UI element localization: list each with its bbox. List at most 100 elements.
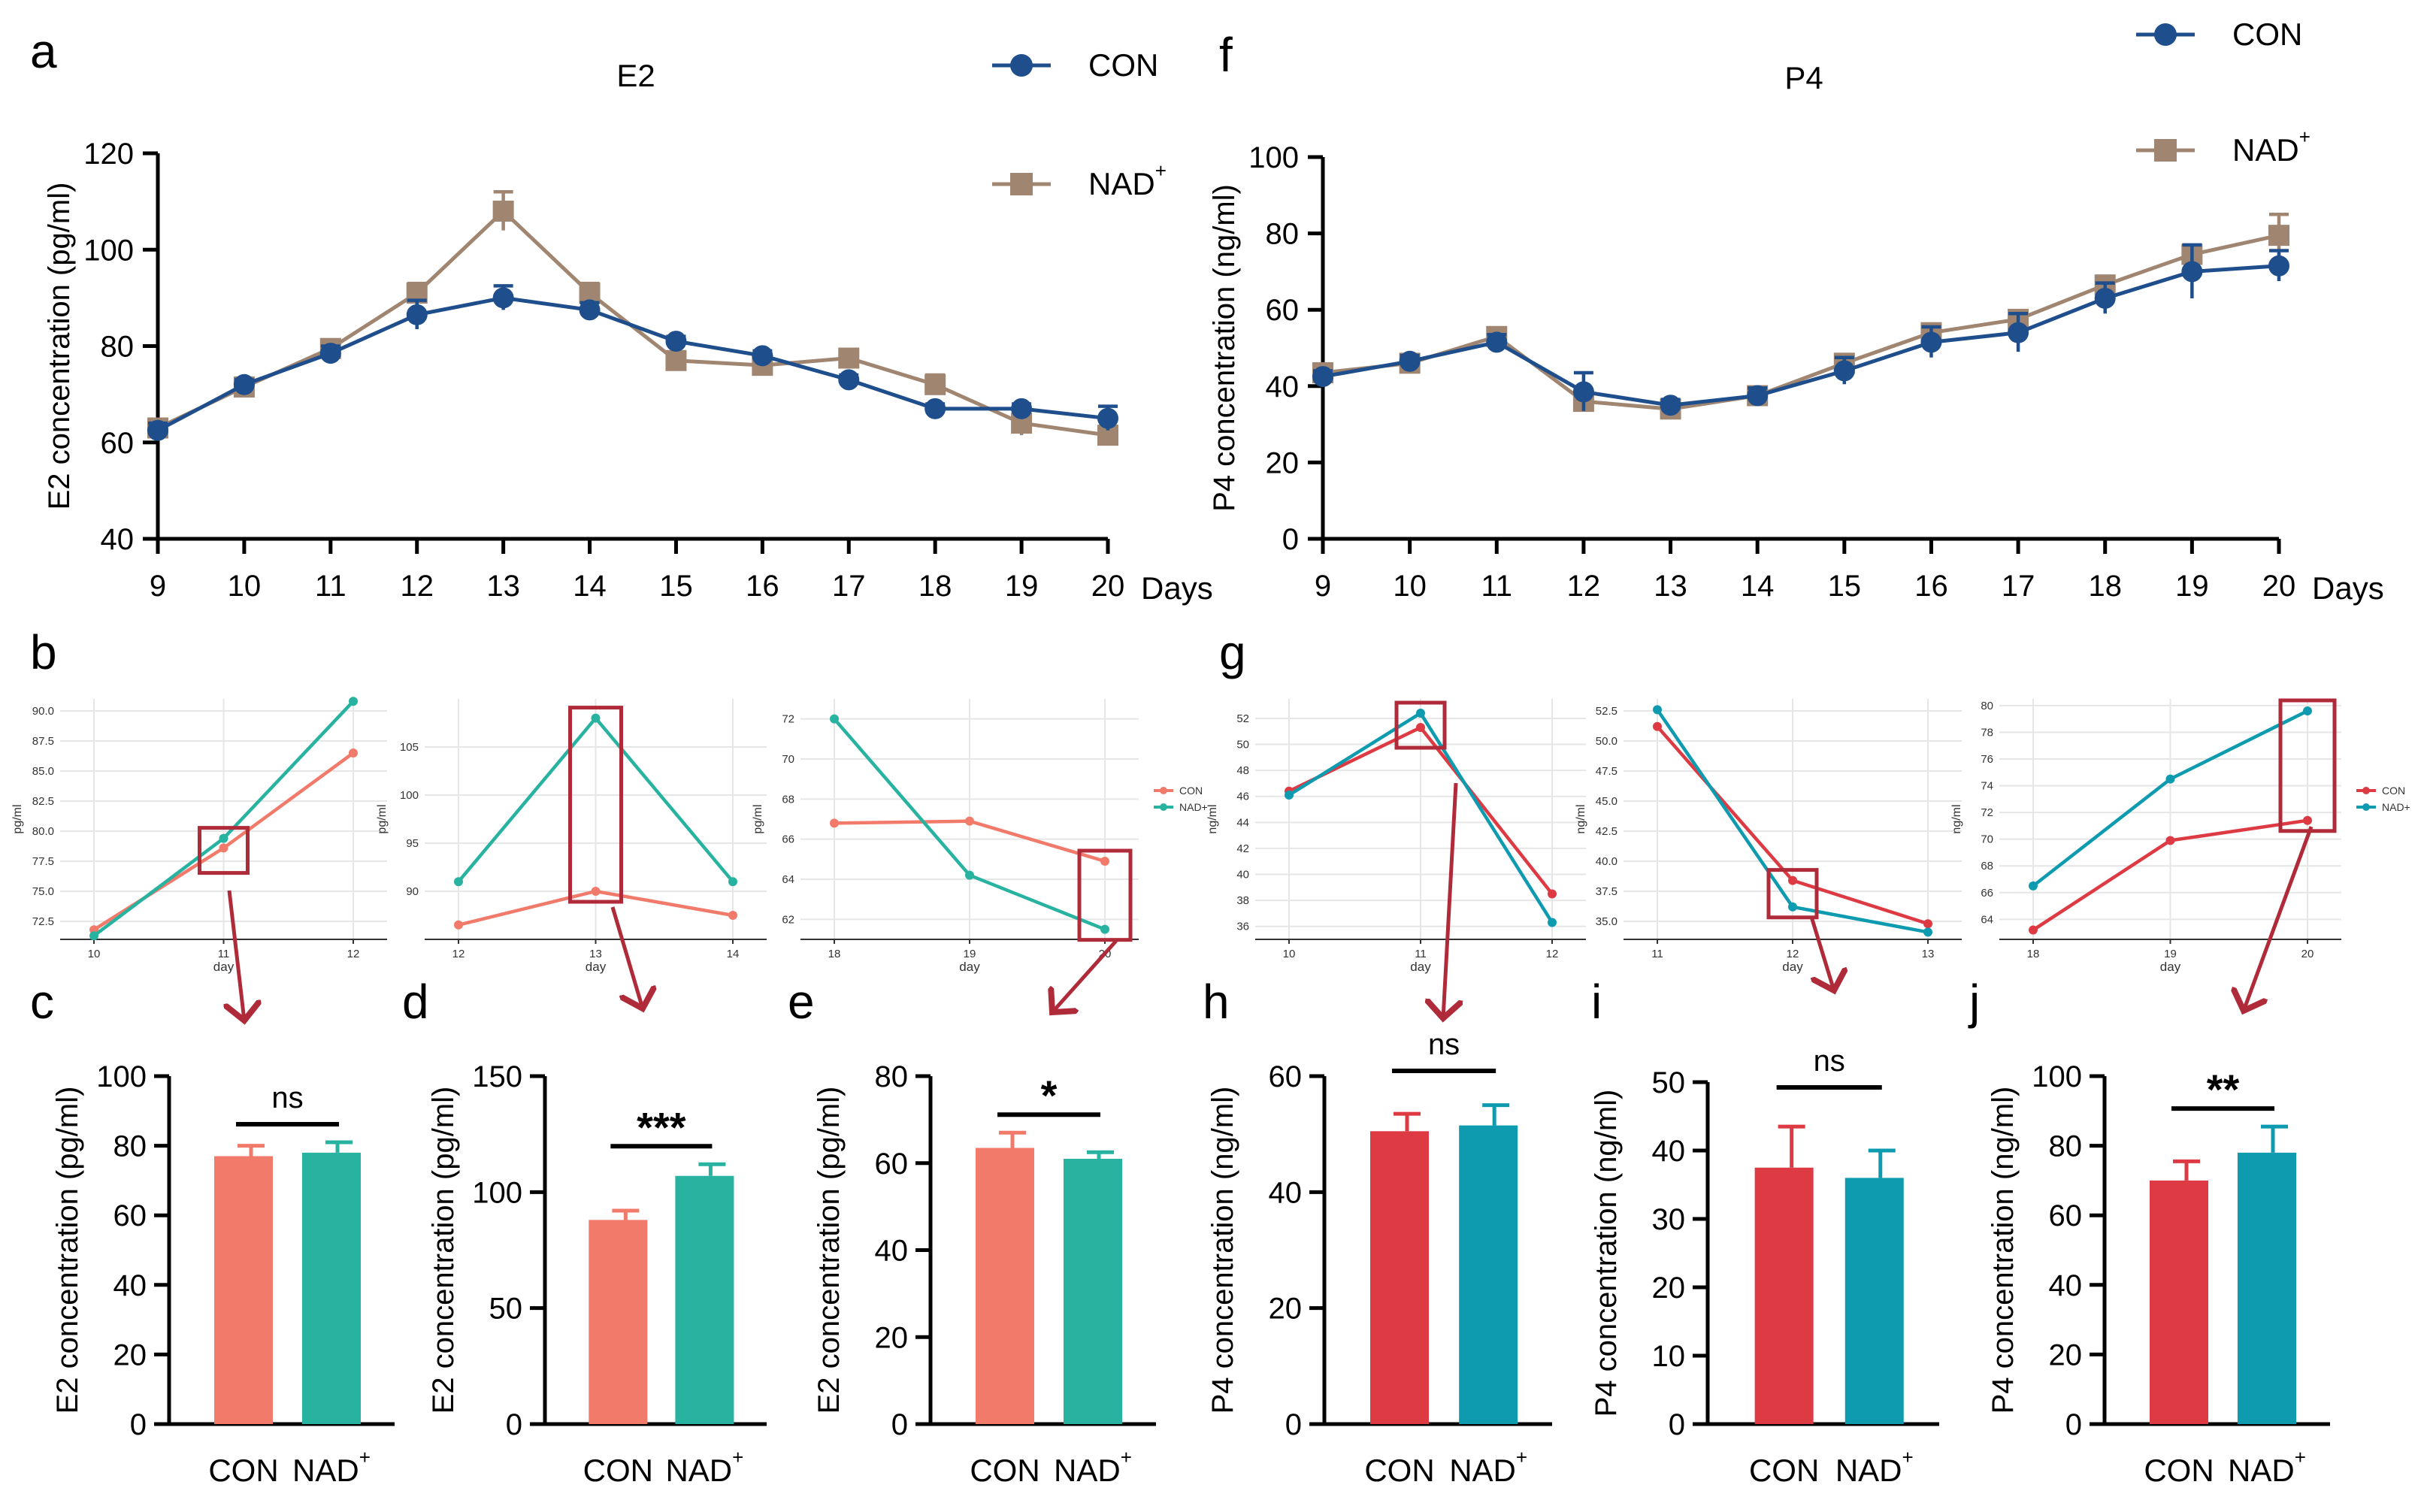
x-tick-label: 9	[1315, 570, 1331, 603]
y-tick-label: 0	[1285, 1408, 1302, 1441]
y-tick-label: 45.0	[1596, 795, 1617, 808]
panel-label-b: b	[30, 625, 57, 679]
y-axis-label: E2 concentration (pg/ml)	[51, 1087, 84, 1414]
y-tick-label: 105	[400, 741, 419, 754]
significance-label: **	[2207, 1066, 2240, 1113]
x-tick-label: 10	[1283, 948, 1296, 960]
series-line-con	[156, 295, 1109, 432]
x-tick-label: 18	[828, 948, 841, 960]
y-tick-label: 30	[1652, 1203, 1686, 1236]
superscript-plus: +	[2299, 125, 2310, 148]
superscript-plus: +	[732, 1446, 743, 1468]
data-point	[1788, 875, 1797, 885]
panel-g3: 64 66 68 70 72 74 76 78 80 18 19 20 day ng/ml CON NAD+	[1950, 698, 2410, 974]
y-tick-label: 72	[1981, 806, 1993, 819]
x-tick-label: 12	[1567, 570, 1601, 603]
y-tick-label: 40	[1266, 370, 1300, 404]
data-point-con	[1747, 385, 1769, 407]
data-point-con	[1399, 350, 1421, 372]
legend-marker-con	[1010, 54, 1033, 77]
x-tick-label: 9	[150, 570, 166, 603]
x-axis-label: day	[1782, 960, 1803, 974]
series-line-nad	[1322, 233, 2280, 411]
y-tick-label: 44	[1236, 816, 1249, 829]
y-axis-label: E2 concentration (pg/ml)	[43, 183, 76, 510]
y-tick-label: 47.5	[1596, 765, 1617, 778]
x-tick-label: 13	[1922, 948, 1935, 960]
data-point-nad	[838, 347, 860, 369]
y-tick-label: 60	[1269, 1060, 1303, 1093]
panel-label-j: j	[1968, 975, 1980, 1029]
panel-c: 0 20 40 60 80 100 E2 concentration (pg/ml) CON N…	[51, 1060, 395, 1488]
panel-g1: 36 38 40 42 44 46 48 50 52 10 11 12 day ng/ml	[1206, 699, 1586, 974]
x-tick-label: 12	[1546, 948, 1559, 960]
y-axis-label: P4 concentration (ng/ml)	[1208, 184, 1241, 512]
data-point-con	[2008, 322, 2029, 343]
connector-arrow	[1809, 916, 1834, 990]
x-axis-label: day	[959, 960, 980, 974]
y-tick-label: 62	[782, 913, 794, 926]
y-tick-label: 100	[1248, 141, 1299, 174]
data-point	[2029, 925, 2038, 935]
highlight-box	[198, 826, 250, 875]
panel-label-c: c	[30, 975, 54, 1029]
data-point-con	[1011, 398, 1033, 419]
panel-label-h: h	[1203, 975, 1230, 1029]
data-point	[1653, 721, 1662, 731]
y-tick-label: 40	[113, 1269, 147, 1302]
x-tick-label: 13	[1654, 570, 1687, 603]
superscript-plus: +	[1902, 1446, 1914, 1468]
x-tick-label: 17	[2002, 570, 2035, 603]
y-tick-label: 150	[472, 1060, 522, 1093]
y-tick-label: 0	[130, 1408, 147, 1441]
data-point-nad	[924, 373, 946, 395]
y-tick-label: 68	[782, 793, 794, 806]
y-tick-label: 70	[1981, 833, 1993, 846]
y-tick-label: 75.0	[32, 885, 54, 898]
legend-label-con: CON	[1088, 47, 1158, 83]
data-point-nad	[665, 349, 687, 371]
legend-label: NAD+	[1179, 801, 1208, 813]
data-point	[1285, 791, 1294, 800]
highlight-box	[568, 706, 623, 904]
x-tick-label: 18	[2027, 948, 2040, 960]
y-tick-label: 82.5	[32, 795, 54, 808]
y-tick-label: 80	[1981, 700, 1993, 712]
data-point	[1923, 919, 1932, 929]
x-tick-label: 10	[1393, 570, 1427, 603]
x-tick-label: 13	[486, 570, 520, 603]
bar-con	[589, 1220, 648, 1424]
data-point	[349, 748, 358, 758]
chart-title: P4	[1784, 60, 1823, 95]
data-point	[2303, 706, 2312, 715]
y-tick-label: 52	[1236, 712, 1249, 725]
data-point	[965, 816, 974, 826]
y-tick-label: 40	[1652, 1135, 1686, 1168]
data-point	[728, 911, 737, 920]
x-tick-label-con: CON	[1364, 1453, 1434, 1488]
legend-marker	[1160, 803, 1167, 811]
y-tick-label: 20	[875, 1321, 909, 1354]
legend-label-nad: NAD+	[1088, 159, 1167, 201]
chart-title: E2	[616, 58, 655, 93]
y-tick-label: 100	[96, 1060, 147, 1093]
data-point-con	[1660, 395, 1681, 416]
legend-marker	[2362, 803, 2370, 811]
panel-j: 0 20 40 60 80 100 P4 concentration (ng/ml) CON N…	[1987, 1060, 2330, 1488]
y-tick-label: 60	[101, 427, 135, 460]
x-tick-label: 11	[315, 570, 346, 603]
x-axis-label: Days	[1141, 570, 1213, 606]
legend-marker-con	[2154, 23, 2177, 46]
y-tick-label: 78	[1981, 726, 1993, 739]
y-tick-label: 50	[1652, 1066, 1686, 1099]
y-tick-label: 42	[1236, 842, 1249, 855]
x-tick-label: 14	[1741, 570, 1775, 603]
data-point	[2165, 774, 2175, 784]
y-tick-label: 52.5	[1596, 705, 1617, 718]
panel-label-d: d	[402, 975, 429, 1029]
data-point-con	[2094, 287, 2116, 309]
panel-label-a: a	[30, 24, 57, 78]
x-tick-label-nad: NAD+	[1054, 1446, 1132, 1488]
